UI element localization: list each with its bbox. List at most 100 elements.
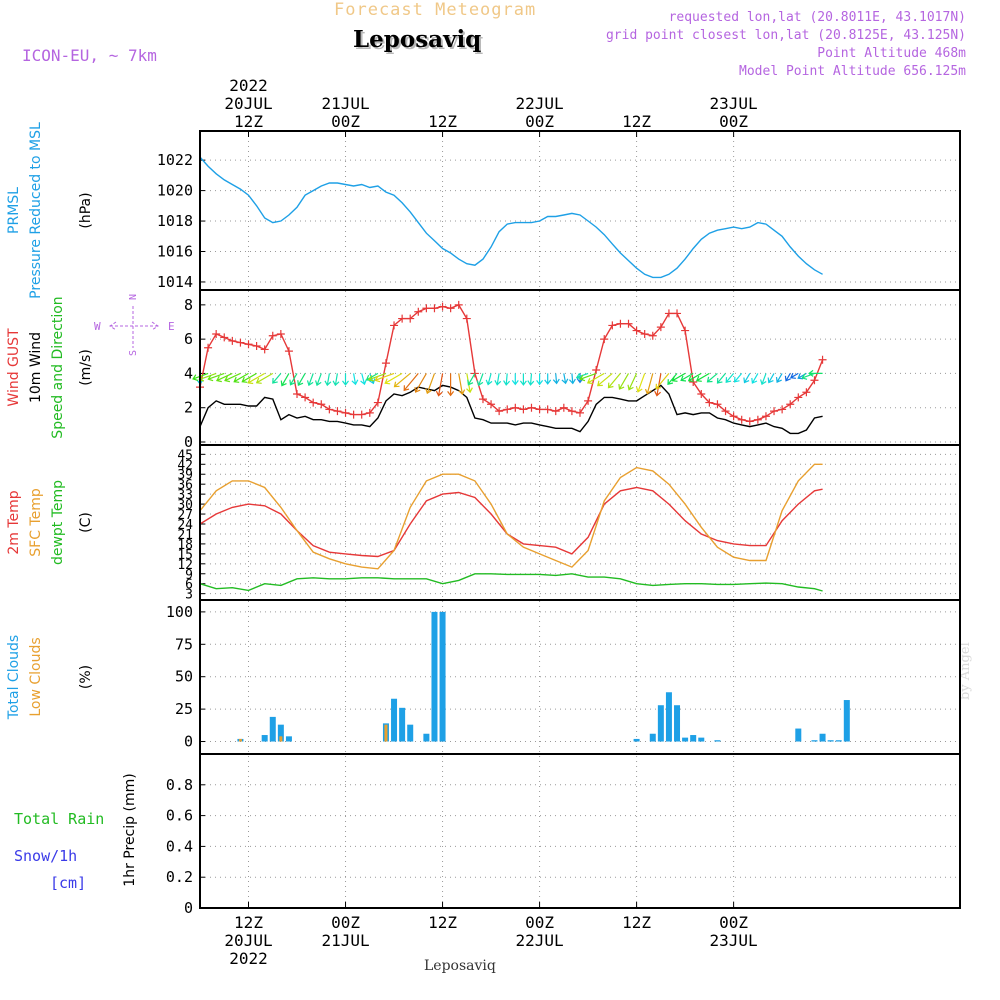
wind-arrow [360,373,367,386]
point-altitude: Point Altitude 468m [817,46,966,61]
wind-arrow [743,373,751,384]
gust-marker [713,400,722,409]
gust-marker [600,335,609,344]
cloud-bar [407,724,414,742]
gust-marker [681,326,690,335]
y-tick-label: 1018 [157,212,193,230]
bottom-time-label: 12Z [428,913,457,932]
gust-marker [284,347,293,356]
panel-frame [199,130,961,291]
y-tick-label: 27 [177,508,193,523]
y-tick-label: 21 [177,528,193,543]
gust-marker [648,331,657,340]
gust-marker [519,405,528,414]
wind-arrow [527,373,535,386]
gust-marker [309,398,318,407]
panel-label: (C) [78,512,94,533]
gust-marker [608,321,617,330]
y-tick-label: 0 [184,899,193,917]
wind-arrow [671,372,686,382]
top-time-label: 2022 [229,76,268,95]
y-tick-label: 0.6 [166,807,193,825]
panel-label: SFC Temp [28,488,44,557]
cloud-bar [439,611,446,742]
wind-arrow [716,373,726,384]
wind-arrow [315,373,322,387]
gust-marker [260,345,269,354]
wind-arrow [233,372,249,383]
gust-marker [398,314,407,323]
model-name: ICON-EU, ~ 7km [22,46,157,65]
y-tick-label: 0.8 [166,776,193,794]
wind-arrow [636,373,646,393]
gust-marker [503,405,512,414]
compass-north: N [128,294,139,300]
wind-arrow [644,373,654,395]
y-tick-label: 24 [177,518,193,533]
gust-marker [252,342,261,350]
wind-arrow [215,372,233,383]
cloud-bar [238,738,242,742]
gust-marker [268,331,277,340]
wind-arrow [586,372,605,385]
wind-arrow [467,373,476,386]
wind-arrow [297,373,306,386]
wind-arrow [447,373,455,397]
wind-arrow [342,373,349,386]
panel-label: 1hr Precip (mm) [122,773,138,886]
wind-arrow [655,373,670,390]
cloud-bar [698,737,705,742]
compass-south: S [128,350,139,356]
gust-marker [802,388,811,397]
gust-marker [341,408,350,417]
panel-label: Speed and Direction [50,296,66,438]
cloud-bar [423,733,430,742]
gust-marker [656,323,665,332]
gust-marker [673,309,682,318]
y-tick-label: 8 [184,296,193,314]
top-time-label: 12Z [234,112,263,131]
gust-marker [810,376,819,385]
bottom-time-label: 00Z [331,913,360,932]
cloud-bar [843,700,850,742]
top-time-label: 12Z [622,112,651,131]
gust-marker [761,412,770,421]
gust-marker [390,321,399,330]
wind-arrow [808,369,823,377]
top-time-label: 00Z [719,112,748,131]
wind-arrow [425,373,436,395]
bottom-time-label: 00Z [719,913,748,932]
bottom-time-label: 23JUL [710,931,758,950]
gust-marker [737,415,746,424]
gust-marker [543,405,552,414]
series-line [199,156,823,279]
gust-marker [664,309,673,318]
y-tick-label: 25 [175,700,193,718]
gust-marker [325,405,334,414]
cloud-bar [633,738,640,742]
gust-marker [689,378,698,386]
gust-marker [276,330,285,338]
gust-marker [365,408,374,417]
panel-frame [199,444,961,601]
wind-arrow [255,372,274,384]
panel-label: [cm] [50,874,86,892]
y-tick-label: 30 [177,498,193,513]
cloud-bar [391,698,398,742]
cloud-bar [277,724,284,742]
wind-arrow [324,373,332,387]
gust-marker [220,333,229,342]
panel-label: Total Rain [14,810,104,828]
top-time-label: 00Z [525,112,554,131]
gust-marker [576,408,584,417]
cloud-bar [657,705,664,742]
wind-arrow [801,372,815,380]
compass-east: E [168,320,175,333]
y-tick-label: 6 [184,330,193,348]
wind-arrow [695,372,710,382]
wind-arrow [519,373,527,386]
wind-arrow [767,373,775,384]
cloud-bar [665,692,672,742]
panel-label: Pressure Reduced to MSL [28,122,44,299]
product-title: Forecast Meteogram [334,0,537,20]
